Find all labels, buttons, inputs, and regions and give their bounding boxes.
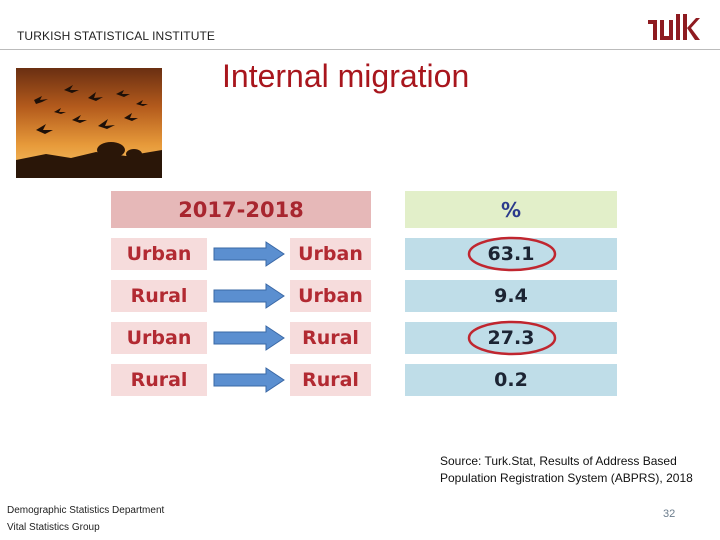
source-line-1: Source: Turk.Stat, Results of Address Ba… xyxy=(440,454,677,468)
footer-department: Demographic Statistics Department xyxy=(7,505,165,516)
footer: Demographic Statistics Department Vital … xyxy=(7,502,164,536)
row-2-from: Rural xyxy=(111,280,207,312)
footer-group: Vital Statistics Group xyxy=(7,522,100,533)
row-4-from: Rural xyxy=(111,364,207,396)
row-3-value: 27.3 xyxy=(405,322,617,354)
row-1-to: Urban xyxy=(290,238,371,270)
source-line-2: Population Registration System (ABPRS), … xyxy=(440,471,693,485)
tuik-logo xyxy=(648,14,700,40)
flying-birds-sunset-photo xyxy=(16,68,162,178)
right-arrow-icon xyxy=(213,325,285,351)
highlight-ring xyxy=(467,320,557,356)
row-2-value: 9.4 xyxy=(405,280,617,312)
row-4-value: 0.2 xyxy=(405,364,617,396)
page-number: 32 xyxy=(663,508,676,520)
highlight-ring xyxy=(467,236,557,272)
organization-name: TURKISH STATISTICAL INSTITUTE xyxy=(17,29,216,43)
row-2-to: Urban xyxy=(290,280,371,312)
period-header: 2017-2018 xyxy=(111,191,371,228)
slide-title: Internal migration xyxy=(222,58,470,94)
row-4-to: Rural xyxy=(290,364,371,396)
right-arrow-icon xyxy=(213,241,285,267)
percent-header: % xyxy=(405,191,617,228)
row-3-from: Urban xyxy=(111,322,207,354)
right-arrow-icon xyxy=(213,367,285,393)
row-1-from: Urban xyxy=(111,238,207,270)
row-3-to: Rural xyxy=(290,322,371,354)
right-arrow-icon xyxy=(213,283,285,309)
row-1-value: 63.1 xyxy=(405,238,617,270)
source-note: Source: Turk.Stat, Results of Address Ba… xyxy=(440,453,693,487)
header-divider xyxy=(0,49,720,50)
